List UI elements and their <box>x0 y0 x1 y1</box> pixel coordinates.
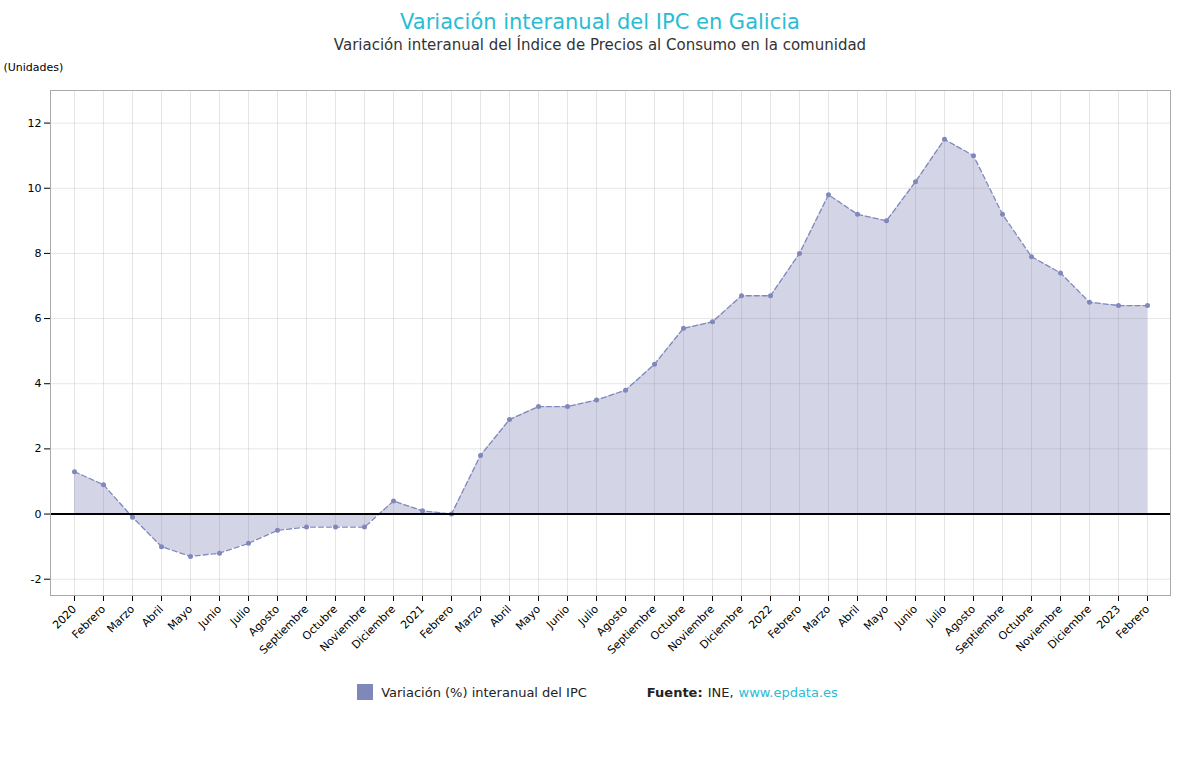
svg-text:Agosto: Agosto <box>942 602 979 639</box>
svg-text:Abril: Abril <box>139 603 166 630</box>
svg-text:Julio: Julio <box>575 602 602 629</box>
svg-text:Junio: Junio <box>195 603 224 632</box>
svg-text:Abril: Abril <box>487 603 514 630</box>
html-text:Variación interanual del IPC e: Variación interanual del IPC en Galicia <box>400 10 800 34</box>
svg-text:Julio: Julio <box>923 602 950 629</box>
svg-text:Octubre: Octubre <box>299 602 341 644</box>
svg-text:Noviembre: Noviembre <box>1013 602 1066 655</box>
svg-text:Febrero: Febrero <box>70 603 109 642</box>
svg-text:Septiembre: Septiembre <box>256 602 312 657</box>
svg-text:Septiembre: Septiembre <box>604 602 660 657</box>
svg-text:Junio: Junio <box>543 603 572 632</box>
svg-text:Noviembre: Noviembre <box>665 602 718 655</box>
svg-text:6: 6 <box>35 312 42 325</box>
svg-text:Mayo: Mayo <box>861 603 891 633</box>
svg-text:Diciembre: Diciembre <box>1045 603 1094 652</box>
svg-text:Mayo: Mayo <box>513 603 543 633</box>
svg-text:2022: 2022 <box>746 602 776 632</box>
svg-text:Agosto: Agosto <box>246 602 283 639</box>
svg-text:Abril: Abril <box>835 603 862 630</box>
svg-text:Octubre: Octubre <box>647 602 689 644</box>
svg-text:Diciembre: Diciembre <box>697 603 746 652</box>
html-text:Variación (%) interanual del I: Variación (%) interanual del IPC <box>381 684 587 700</box>
svg-text:10: 10 <box>28 182 42 195</box>
svg-text:2020: 2020 <box>50 602 80 632</box>
svg-text:Mayo: Mayo <box>165 603 195 633</box>
svg-text:8: 8 <box>35 247 42 260</box>
svg-text:Agosto: Agosto <box>594 602 631 639</box>
svg-text:2023: 2023 <box>1094 602 1124 632</box>
svg-text:Octubre: Octubre <box>995 602 1037 644</box>
svg-text:Marzo: Marzo <box>800 603 833 636</box>
svg-text:Septiembre: Septiembre <box>952 602 1008 657</box>
html-text:Variación interanual del Índic: Variación interanual del Índice de Preci… <box>333 36 867 54</box>
svg-text:2021: 2021 <box>398 602 428 632</box>
svg-text:Febrero: Febrero <box>1114 603 1153 642</box>
html-text:Fuente: INE, www.epdata.es: Fuente: INE, www.epdata.es <box>646 684 838 700</box>
svg-text:12: 12 <box>28 117 42 130</box>
svg-text:Noviembre: Noviembre <box>317 602 370 655</box>
svg-text:0: 0 <box>35 508 42 521</box>
svg-text:2: 2 <box>35 442 42 455</box>
svg-text:4: 4 <box>35 377 42 390</box>
svg-text:(Unidades): (Unidades) <box>4 61 64 74</box>
svg-text:Febrero: Febrero <box>766 603 805 642</box>
svg-text:Marzo: Marzo <box>452 603 485 636</box>
svg-text:-2: -2 <box>31 573 42 586</box>
svg-text:Junio: Junio <box>891 603 920 632</box>
svg-text:Febrero: Febrero <box>418 603 457 642</box>
svg-text:Julio: Julio <box>227 602 254 629</box>
svg-text:Diciembre: Diciembre <box>349 603 398 652</box>
svg-text:Marzo: Marzo <box>104 603 137 636</box>
